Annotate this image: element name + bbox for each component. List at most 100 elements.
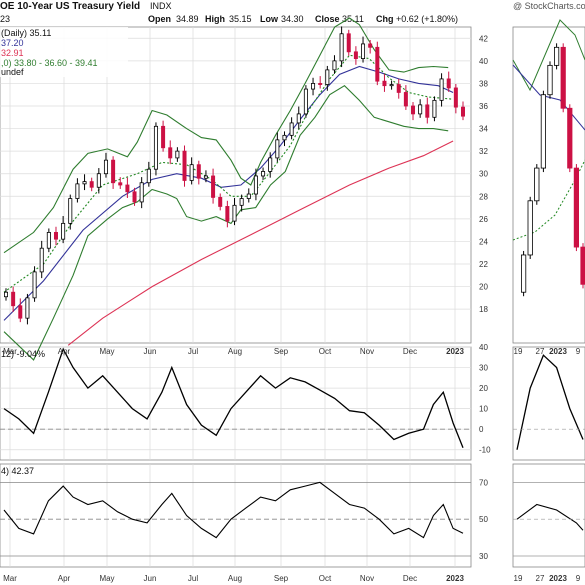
candle-body (311, 83, 316, 90)
y-tick-label: 38 (479, 79, 488, 88)
candle-body (75, 183, 80, 199)
high-value: 35.15 (229, 14, 252, 24)
candle-body (396, 84, 401, 93)
x-tick-label: Jun (144, 574, 157, 583)
x-tick-label: Sep (274, 574, 289, 583)
candle-body (68, 198, 73, 224)
exchange-label: INDX (150, 1, 172, 11)
candle-body (4, 291, 9, 298)
y-tick-label: 0 (479, 425, 484, 434)
side-candle-body (573, 167, 580, 248)
price-panel-frame (0, 26, 472, 344)
candle-body (368, 43, 373, 48)
candle-body (146, 168, 151, 184)
candle-body (282, 134, 287, 141)
candle-body (203, 175, 208, 179)
side-x-tick-label: 9 (576, 574, 581, 583)
candle-body (318, 83, 323, 85)
y-tick-label: -10 (479, 446, 491, 455)
candle-body (411, 105, 416, 115)
close-value: 35.11 (342, 14, 364, 24)
side-bb-upper (512, 19, 585, 92)
candle-body (382, 80, 387, 87)
candle-body (418, 104, 423, 115)
candle-body (189, 164, 194, 181)
side-roc-line (516, 354, 584, 450)
candle-body (175, 150, 180, 159)
indicator-layer (3, 347, 464, 539)
y-tick-label: 30 (479, 552, 488, 561)
y-tick-label: 40 (479, 343, 488, 352)
x-tick-label: 2023 (446, 347, 464, 356)
y-tick-label: 24 (479, 237, 488, 246)
candle-body (196, 164, 201, 179)
x-tick-label: Aug (228, 574, 242, 583)
rsi-line (3, 481, 464, 539)
candle-body (425, 104, 430, 118)
legend-undef: undef (1, 67, 24, 77)
low-value: 34.30 (281, 14, 304, 24)
legend-price: (Daily) 35.11 (1, 28, 51, 38)
candle-body (253, 175, 258, 195)
y-tick-label: 28 (479, 192, 488, 201)
candle-body (403, 92, 408, 107)
overlay-line (3, 65, 454, 321)
candle-body (25, 297, 30, 319)
x-tick-label: Jun (144, 347, 157, 356)
panel-frames (0, 26, 585, 568)
x-tick-label: 2023 (446, 574, 464, 583)
x-tick-label: Oct (319, 347, 332, 356)
side-candle-body (554, 46, 560, 66)
candle-body (446, 78, 451, 89)
side-candle-body (567, 107, 573, 169)
candle-body (96, 173, 101, 188)
candle-body (439, 78, 444, 101)
overlay-line (67, 140, 454, 346)
roc-label: 12) -9.04% (1, 349, 45, 359)
candle-body (168, 147, 173, 159)
candle-body (261, 171, 266, 177)
high-label: High (205, 14, 225, 24)
x-tick-label: Aug (228, 347, 242, 356)
y-tick-label: 50 (479, 515, 488, 524)
candle-body (453, 87, 458, 108)
side-candle-body (547, 64, 553, 96)
side-rsi-frame (512, 463, 585, 568)
candle-body (232, 204, 237, 222)
candle-body (111, 159, 116, 184)
x-tick-label: Jul (188, 347, 198, 356)
side-x-tick-label: 27 (536, 574, 545, 583)
side-candle-body (580, 246, 585, 285)
side-x-tick-label: 27 (536, 347, 545, 356)
candle-body (103, 159, 108, 175)
candle-body (11, 291, 16, 307)
y-tick-label: 30 (479, 364, 488, 373)
y-tick-label: 18 (479, 305, 488, 314)
candle-body (339, 33, 344, 62)
x-tick-label: Sep (274, 347, 289, 356)
side-x-tick-label: 2023 (549, 574, 567, 583)
side-roc-frame (512, 346, 585, 461)
candle-layer (4, 26, 465, 325)
candle-body (353, 51, 358, 59)
y-tick-label: 42 (479, 34, 488, 43)
candle-body (89, 181, 94, 188)
x-tick-label: May (99, 574, 114, 583)
candle-body (275, 139, 280, 159)
x-tick-label: Dec (403, 347, 417, 356)
candle-body (153, 125, 158, 170)
x-tick-label: May (99, 347, 114, 356)
candle-body (332, 60, 337, 71)
close-label: Close (315, 14, 340, 24)
x-tick-label: Mar (3, 347, 17, 356)
side-x-tick-label: 2023 (549, 347, 567, 356)
x-tick-label: Nov (360, 347, 374, 356)
candle-body (211, 175, 216, 198)
candle-body (460, 106, 465, 117)
x-tick-label: Oct (319, 574, 332, 583)
legend: (Daily) 35.11 37.20 32.91 ,0) 33.80 - 36… (1, 28, 98, 77)
side-x-tick-label: 19 (514, 347, 523, 356)
x-tick-label: Mar (3, 574, 17, 583)
candle-body (239, 198, 244, 206)
